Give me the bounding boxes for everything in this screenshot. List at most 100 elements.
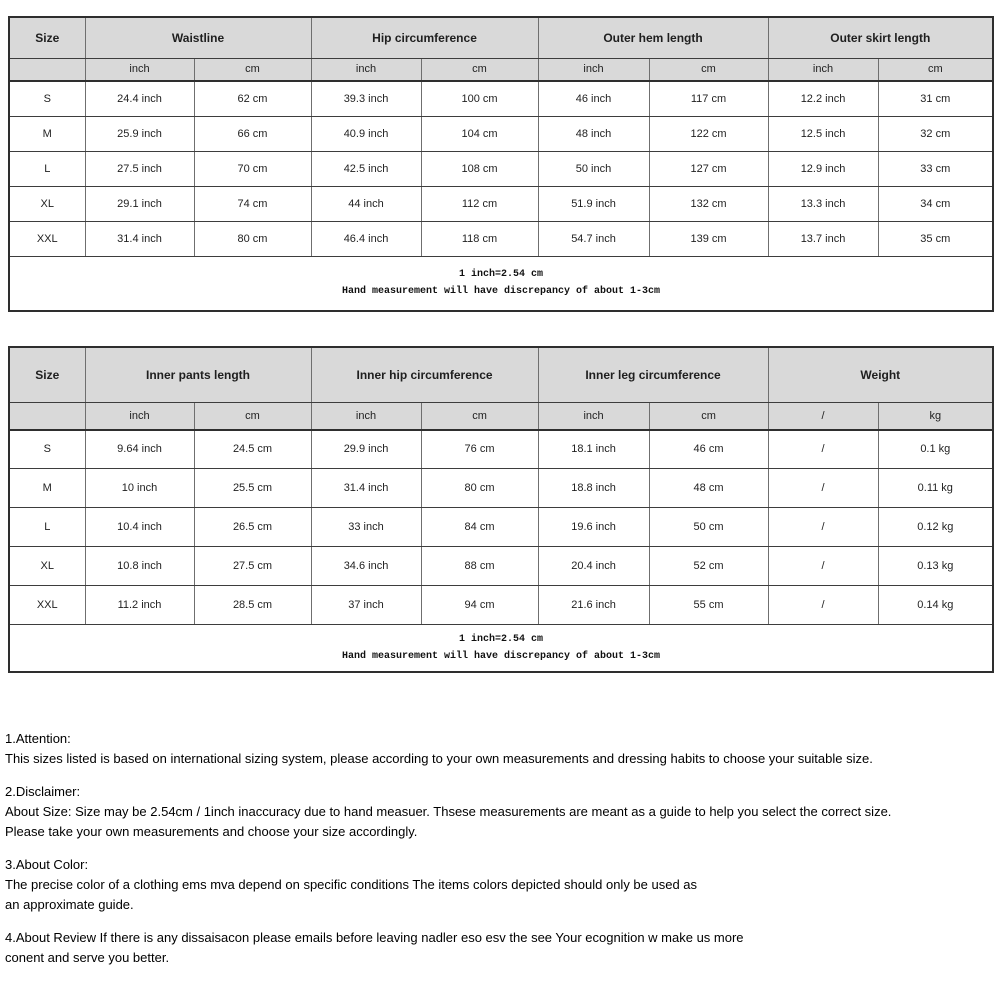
size-chart-page: Size Waistline Hip circumference Outer hem … (0, 16, 1000, 1000)
measurement-cell: 12.5 inch (767, 115, 879, 152)
measurement-cell: / (767, 585, 879, 625)
measurement-cell: 32 cm (877, 115, 994, 152)
unit-header: inch (310, 402, 422, 431)
measurement-cell: 104 cm (420, 115, 539, 152)
group-header: Inner leg circumference (537, 346, 769, 403)
size-row-l: L 10.4 inch 26.5 cm 33 inch 84 cm 19.6 inch 50… (8, 507, 994, 547)
measurement-cell: 117 cm (648, 80, 769, 117)
size-cell: S (8, 80, 86, 117)
measurement-cell: 112 cm (420, 185, 539, 222)
measurement-cell: 80 cm (420, 468, 539, 508)
measurement-cell: 139 cm (648, 220, 769, 257)
measurement-cell: 29.9 inch (310, 429, 422, 469)
measurement-cell: 12.9 inch (767, 150, 879, 187)
table-footer: 1 inch=2.54 cm Hand measurement will have… (8, 255, 994, 311)
measurement-cell: 66 cm (193, 115, 312, 152)
measurement-cell: 100 cm (420, 80, 539, 117)
unit-header: inch (84, 402, 195, 431)
measurement-cell: 118 cm (420, 220, 539, 257)
measurement-cell: 10 inch (84, 468, 195, 508)
note-line: 4.About Review If there is any dissaisac… (5, 930, 744, 945)
measurement-cell: 127 cm (648, 150, 769, 187)
measurement-cell: 94 cm (420, 585, 539, 625)
measurement-cell: 18.8 inch (537, 468, 650, 508)
measurement-cell: 0.13 kg (877, 546, 994, 586)
measurement-cell: 24.5 cm (193, 429, 312, 469)
measurement-cell: 21.6 inch (537, 585, 650, 625)
note-line: Please take your own measurements and ch… (5, 824, 418, 839)
footer-row: 1 inch=2.54 cm Hand measurement will have… (8, 624, 994, 673)
measurement-cell: / (767, 546, 879, 586)
measurement-cell: 9.64 inch (84, 429, 195, 469)
measurement-cell: 52 cm (648, 546, 769, 586)
measurement-cell: 55 cm (648, 585, 769, 625)
size-cell: S (8, 429, 86, 469)
measurement-cell: 48 cm (648, 468, 769, 508)
unit-header: / (767, 402, 879, 431)
group-header: Weight (767, 346, 994, 403)
measurement-cell: 76 cm (420, 429, 539, 469)
measurement-cell: 10.8 inch (84, 546, 195, 586)
group-header: Inner hip circumference (310, 346, 539, 403)
note-line: conent and serve you better. (5, 950, 170, 965)
footer-note-line: Hand measurement will have discrepancy o… (341, 651, 661, 662)
group-header: Outer hem length (537, 16, 769, 59)
size-column-header: Size (8, 16, 86, 59)
measurement-cell: 34.6 inch (310, 546, 422, 586)
size-row-s: S 24.4 inch 62 cm 39.3 inch 100 cm 46 inch 117… (8, 80, 994, 117)
notes-section: 1.Attention: This sizes listed is based o… (5, 729, 1000, 968)
unit-header: cm (193, 402, 312, 431)
measurement-cell: 12.2 inch (767, 80, 879, 117)
unit-header: inch (537, 402, 650, 431)
measurement-cell: 46 cm (648, 429, 769, 469)
measurement-cell: 31 cm (877, 80, 994, 117)
measurement-cell: 122 cm (648, 115, 769, 152)
group-header: Outer skirt length (767, 16, 994, 59)
unit-header: kg (877, 402, 994, 431)
note-paragraph: 1.Attention: This sizes listed is based o… (5, 729, 1000, 769)
measurement-cell: 88 cm (420, 546, 539, 586)
outer-size-table: Size Waistline Hip circumference Outer hem … (8, 16, 995, 312)
measurement-cell: 0.14 kg (877, 585, 994, 625)
footer-note-line: 1 inch=2.54 cm (459, 634, 544, 645)
unit-header: cm (877, 57, 994, 82)
measurement-cell: 40.9 inch (310, 115, 422, 152)
measurement-cell: 27.5 inch (84, 150, 195, 187)
measurement-cell: 13.7 inch (767, 220, 879, 257)
measurement-cell: 37 inch (310, 585, 422, 625)
measurement-cell: 34 cm (877, 185, 994, 222)
size-cell: L (8, 507, 86, 547)
units-empty-cell (8, 57, 86, 82)
measurement-cell: 28.5 cm (193, 585, 312, 625)
measurement-cell: 19.6 inch (537, 507, 650, 547)
size-cell: M (8, 115, 86, 152)
group-header: Inner pants length (84, 346, 312, 403)
note-line: 3.About Color: (5, 857, 89, 872)
unit-header: cm (193, 57, 312, 82)
inner-size-table: Size Inner pants length Inner hip circumfe… (8, 345, 995, 673)
size-row-m: M 25.9 inch 66 cm 40.9 inch 104 cm 48 inch 122… (8, 115, 994, 152)
measurement-cell: 62 cm (193, 80, 312, 117)
measurement-cell: 20.4 inch (537, 546, 650, 586)
size-cell: XL (8, 185, 86, 222)
size-cell: XXL (8, 220, 86, 257)
measurement-cell: 29.1 inch (84, 185, 195, 222)
measurement-cell: 54.7 inch (537, 220, 650, 257)
measurement-cell: 48 inch (537, 115, 650, 152)
measurement-cell: 24.4 inch (84, 80, 195, 117)
measurement-cell: 42.5 inch (310, 150, 422, 187)
units-empty-cell (8, 402, 86, 431)
measurement-cell: 74 cm (193, 185, 312, 222)
unit-header: inch (310, 57, 422, 82)
measurement-cell: 35 cm (877, 220, 994, 257)
units-row: inch cm inch cm inch cm inch cm (8, 57, 994, 82)
measurement-cell: 26.5 cm (193, 507, 312, 547)
size-row-xl: XL 10.8 inch 27.5 cm 34.6 inch 88 cm 20.4 inc… (8, 546, 994, 586)
size-row-xl: XL 29.1 inch 74 cm 44 inch 112 cm 51.9 inch 13… (8, 185, 994, 222)
footer-note-cell: 1 inch=2.54 cm Hand measurement will have… (8, 624, 994, 673)
footer-note-line: Hand measurement will have discrepancy o… (341, 286, 661, 297)
measurement-cell: / (767, 468, 879, 508)
measurement-cell: 84 cm (420, 507, 539, 547)
group-header: Waistline (84, 16, 312, 59)
header-row: Size Waistline Hip circumference Outer hem … (8, 16, 994, 59)
